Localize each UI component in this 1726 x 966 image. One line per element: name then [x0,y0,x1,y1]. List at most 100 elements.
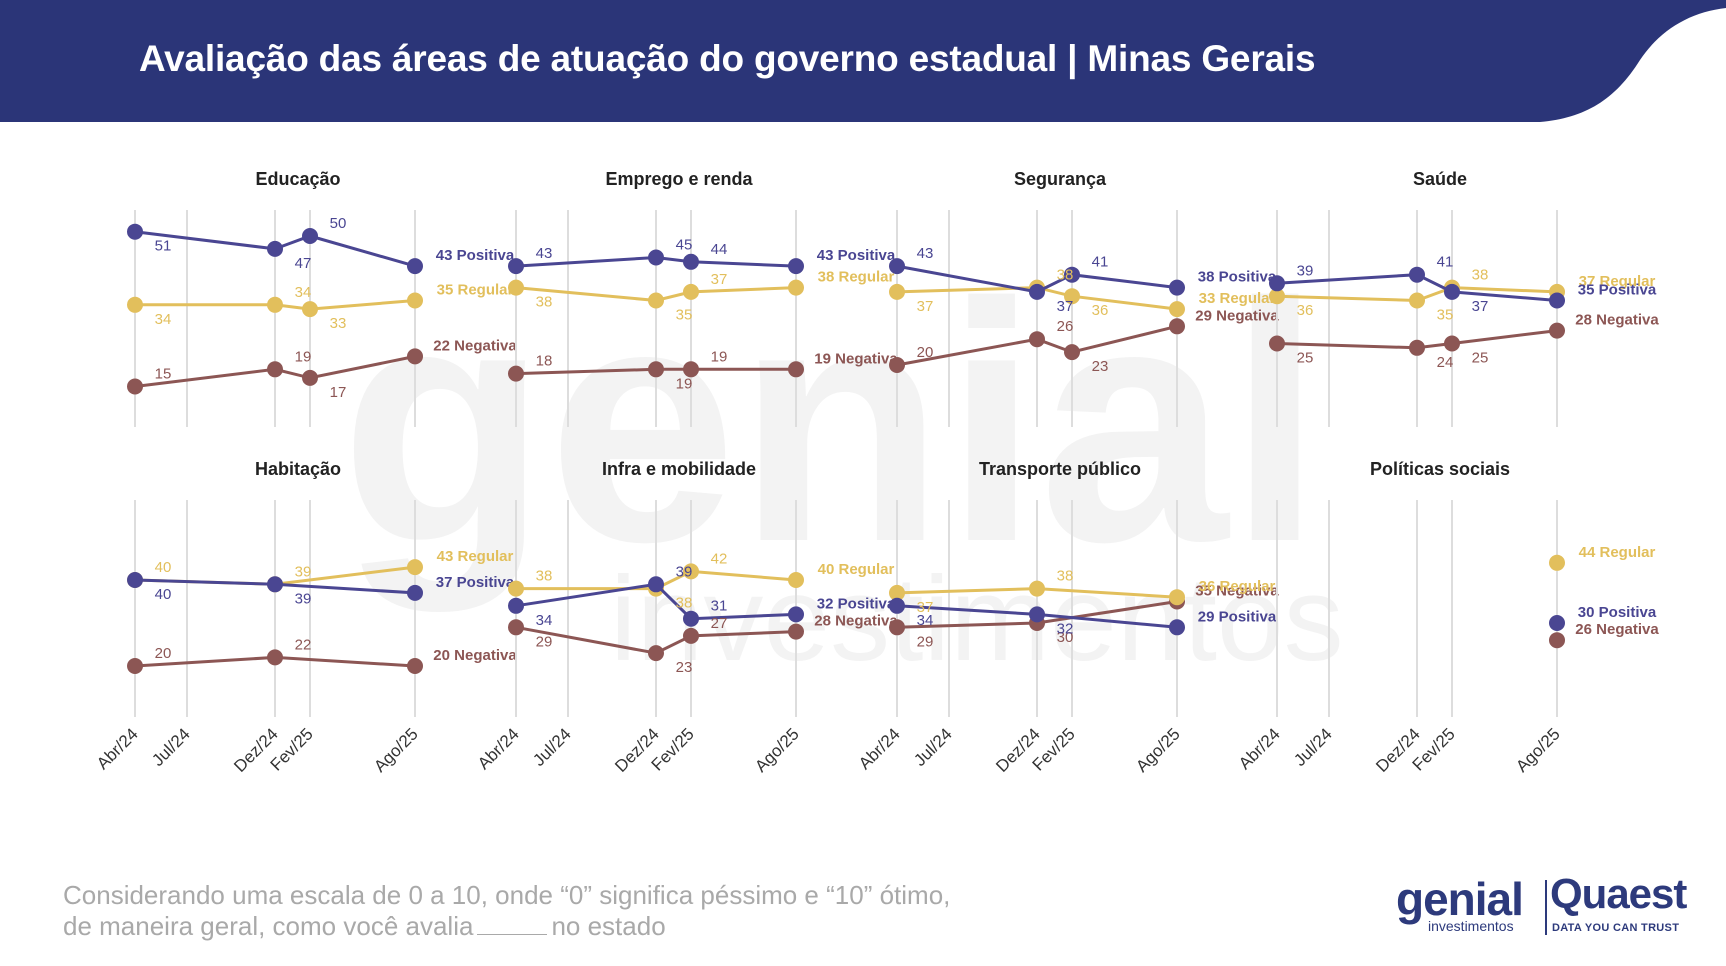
data-point-regular [788,279,804,296]
data-label-positiva: 31 [711,598,728,615]
data-point-positiva [267,240,283,257]
data-point-positiva [1064,266,1080,283]
data-point-negativa [508,365,524,382]
data-point-negativa [889,357,905,373]
data-label-positiva: 47 [295,255,312,272]
end-label-negativa: 26 Negativa [1575,621,1659,638]
series-line-regular [515,286,797,303]
data-label-regular: 38 [1472,267,1489,284]
data-label-regular: 33 [330,315,347,332]
x-tick-label: Ago/25 [1132,724,1184,776]
data-label-negativa: 26 [1057,318,1074,335]
end-label-regular: 37 Regular [1579,273,1656,290]
end-label-regular: 40 Regular [818,561,895,578]
series-line-positiva [896,264,1178,294]
end-label-positiva: 29 Positiva [1198,608,1277,625]
data-point-positiva [127,223,143,240]
data-point-negativa [683,361,699,378]
data-point-positiva [788,258,804,275]
chart-title: Segurança [1014,169,1107,189]
data-point-negativa [1269,335,1285,352]
end-label-positiva: 35 Positiva [1578,282,1657,299]
data-point-regular [1409,292,1425,309]
end-label-positiva: 32 Positiva [817,595,896,612]
data-point-positiva [788,606,804,623]
data-point-positiva [127,572,143,588]
data-point-positiva [648,576,664,593]
data-label-positiva: 32 [1057,620,1074,637]
data-label-regular: 34 [155,311,172,328]
data-label-negativa: 24 [1437,354,1454,371]
series-line-regular [135,299,416,311]
question-footnote: Considerando uma escala de 0 a 10, onde … [63,880,950,942]
data-point-negativa [1444,335,1460,352]
data-point-positiva [889,597,905,614]
data-point-negativa [1549,322,1565,339]
x-tick-label: Ago/25 [370,724,422,776]
data-point-regular [407,559,423,576]
data-point-regular [508,580,524,597]
end-label-regular: 43 Regular [437,548,514,565]
data-point-positiva [1269,275,1285,292]
data-point-regular [683,283,699,300]
data-point-negativa [267,649,283,666]
data-point-positiva [1169,619,1185,636]
x-tick-label: Jul/24 [148,724,194,770]
data-point-positiva [508,597,524,614]
x-tick-label: Jul/24 [910,724,956,770]
data-point-positiva [648,249,664,266]
data-label-positiva: 39 [676,563,693,580]
chart-panel-emprego-e-renda: Emprego e renda 18 19 19 19 Negativa 38 35 37 38… [508,169,898,427]
data-label-negativa: 23 [676,659,693,676]
data-label-negativa: 19 [676,375,693,392]
data-label-regular: 37 [711,271,728,288]
x-tick-label: Abr/24 [855,724,904,773]
data-point-regular [407,292,423,309]
data-label-negativa: 20 [917,344,934,361]
data-point-positiva [683,253,699,270]
data-label-regular: 38 [1057,568,1074,585]
data-point-positiva [1549,615,1565,631]
footnote-line-2: de maneira geral, como você avalia no est… [63,911,950,942]
series-line-positiva [134,230,416,268]
data-label-regular: 42 [711,550,728,567]
data-point-regular [1064,288,1080,305]
data-label-negativa: 25 [1297,350,1314,367]
data-point-regular [788,572,804,588]
data-point-regular [1169,301,1185,318]
data-label-regular: 38 [1057,267,1074,284]
genial-logo: genial [1396,873,1524,925]
data-label-positiva: 34 [536,612,553,629]
data-point-regular [889,283,905,300]
series-line-regular [896,286,1178,311]
data-point-regular [1269,288,1285,305]
series-line-positiva [1276,273,1558,302]
data-label-negativa: 29 [917,633,934,650]
data-point-positiva [407,258,423,275]
data-point-positiva [302,228,318,244]
footnote-line-2-end: no estado [551,911,666,941]
data-label-positiva: 37 [1472,298,1489,315]
end-label-negativa: 20 Negativa [433,647,517,664]
data-point-negativa [508,619,524,636]
data-point-negativa [1169,318,1185,335]
data-point-negativa [788,361,804,378]
data-label-negativa: 18 [536,353,553,370]
x-tick-label: Jul/24 [529,724,575,770]
x-tick-label: Abr/24 [474,724,523,773]
chart-title: Emprego e renda [605,169,753,189]
data-label-positiva: 41 [1092,254,1109,271]
end-label-positiva: 37 Positiva [436,574,515,591]
end-label-negativa: 35 Negativa [1195,583,1279,600]
data-point-positiva [407,584,423,601]
end-label-positiva: 43 Positiva [817,247,896,264]
data-point-negativa [648,645,664,662]
data-label-regular: 35 [1437,307,1454,324]
quaest-logo: Quaest [1550,870,1687,917]
end-label-negativa: 28 Negativa [814,613,898,630]
data-point-regular [1549,554,1565,571]
data-point-regular [889,584,905,601]
